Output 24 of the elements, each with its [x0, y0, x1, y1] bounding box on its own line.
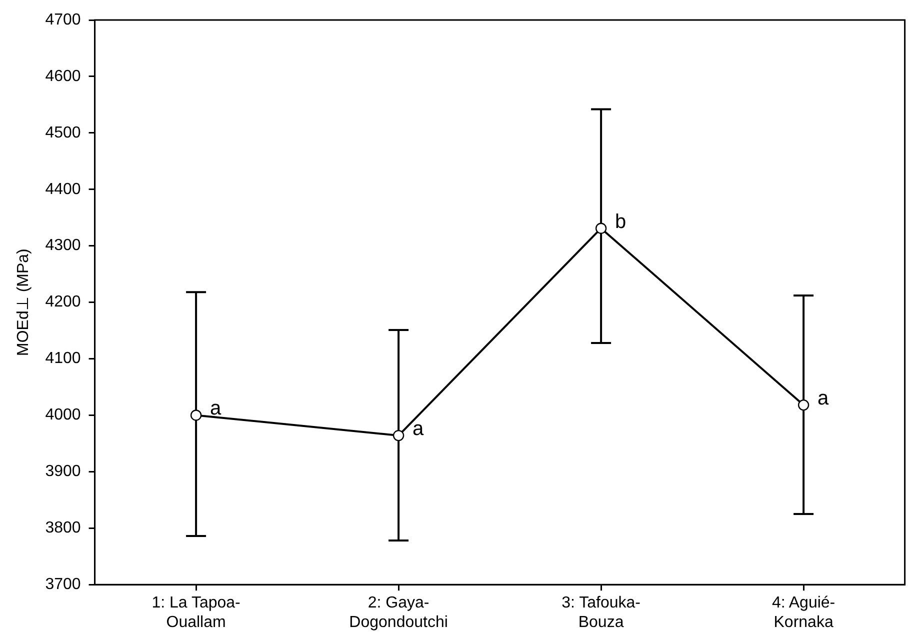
point — [595, 222, 607, 234]
y-tick-label: 4200 — [45, 294, 81, 311]
annotation: b — [615, 210, 626, 233]
point — [798, 399, 810, 411]
y-tick-label: 4000 — [45, 406, 81, 424]
y-tick-label: 3800 — [45, 520, 81, 537]
x-tick-label: 4: Aguié-Kornaka — [772, 594, 836, 631]
y-tick-label: 4500 — [45, 124, 81, 142]
annotation: a — [412, 418, 425, 440]
y-tick-label: 4400 — [45, 180, 81, 198]
point — [190, 410, 202, 421]
y-tick-label: 4100 — [45, 350, 81, 368]
y-tick-label: 3700 — [45, 576, 81, 594]
annotation: a — [210, 398, 222, 420]
x-tick-label: 2: Gaya-Dogondoutchi — [349, 594, 448, 631]
y-tick-label: 4700 — [45, 11, 81, 28]
y-tick-label: 3900 — [45, 463, 81, 480]
point — [392, 430, 404, 442]
y-tick-label: 4300 — [45, 237, 81, 254]
y-axis-title: MOEd⊥ (MPa) — [15, 248, 32, 356]
x-tick-label: 1: La Tapoa-Ouallam — [152, 594, 240, 631]
y-tick-label: 4600 — [45, 68, 81, 85]
annotation: a — [818, 388, 830, 410]
x-tick-label: 3: Tafouka-Bouza — [562, 594, 640, 631]
